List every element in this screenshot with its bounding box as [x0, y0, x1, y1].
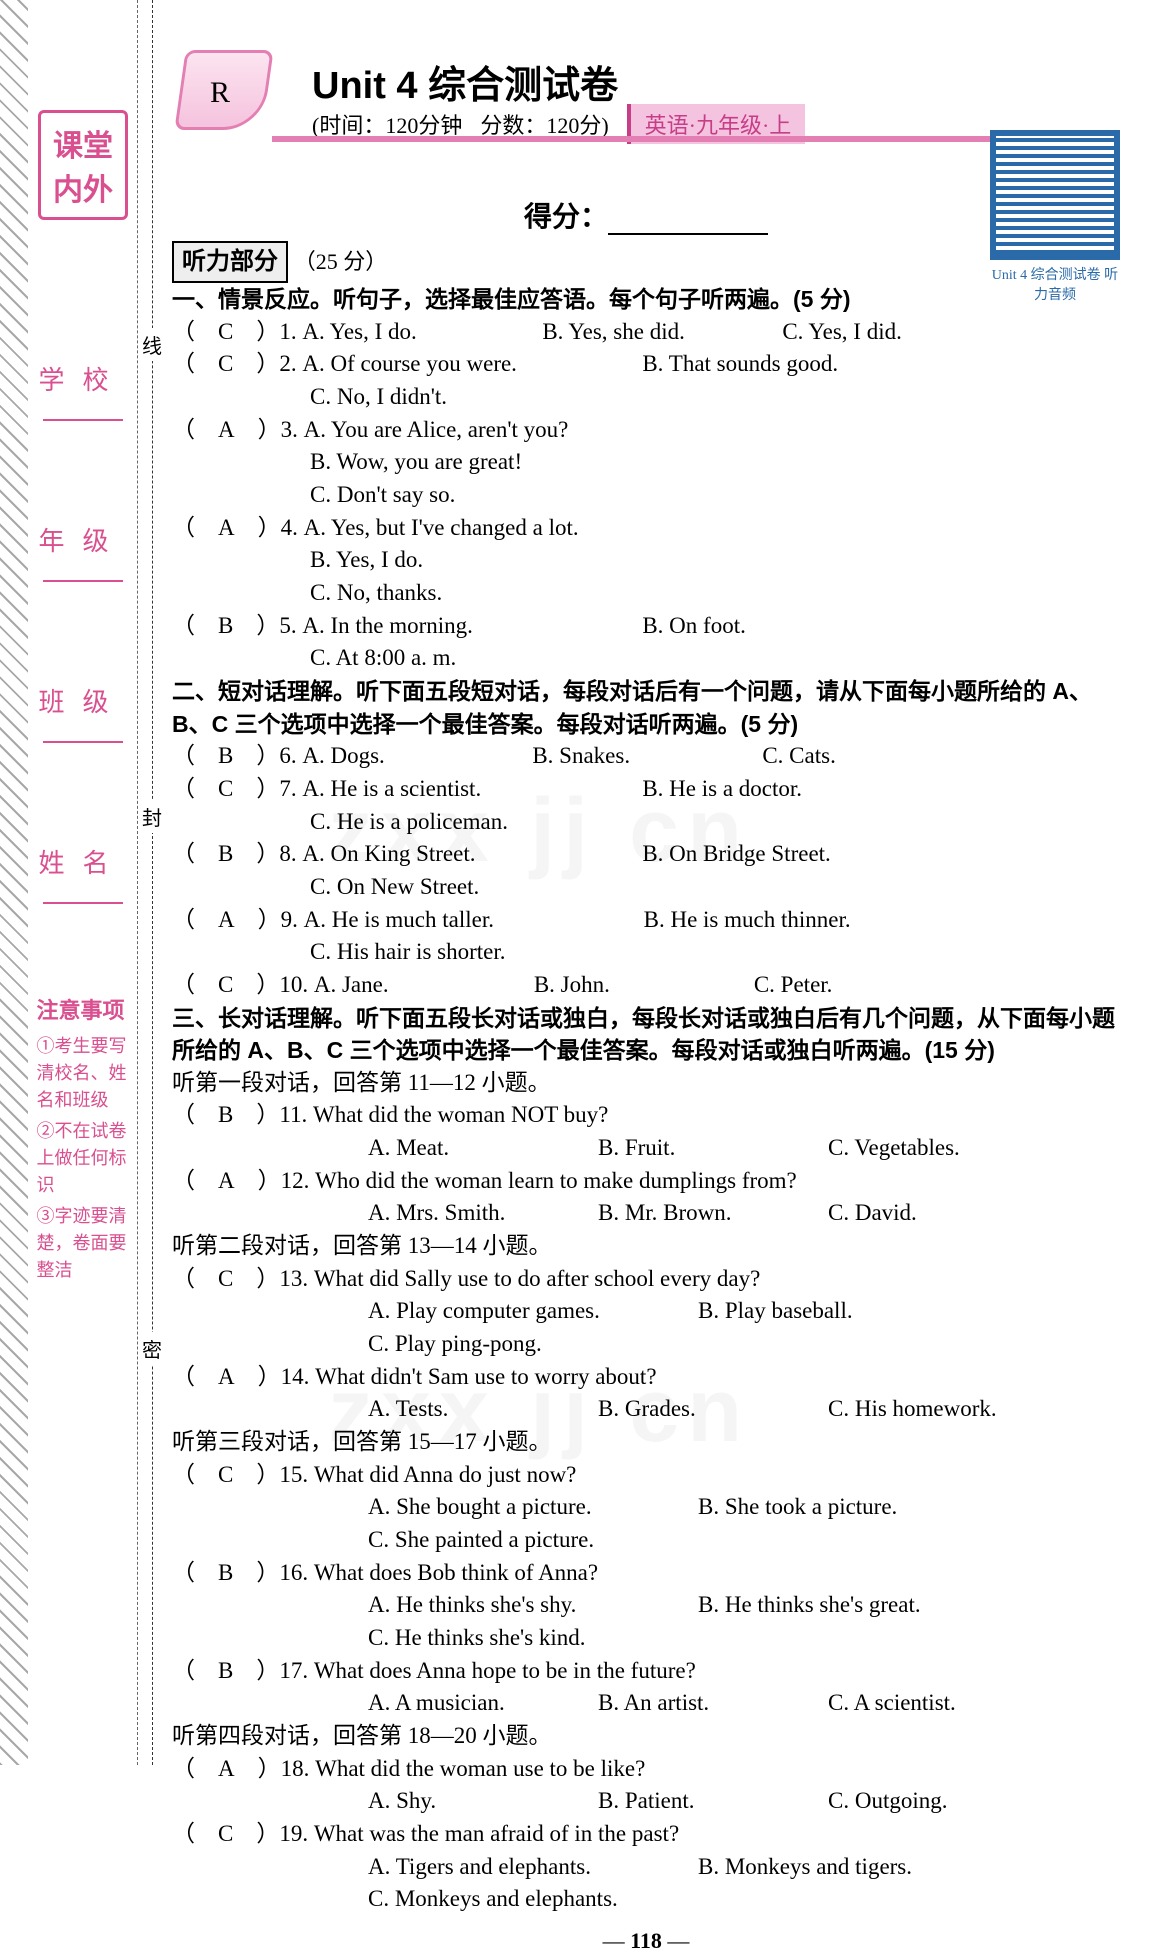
note-item: ②不在试卷上做任何标识 [37, 1118, 129, 1199]
badge-line-2: 内外 [53, 165, 113, 209]
question-1: （ C ）1. A. Yes, I do.B. Yes, she did.C. … [172, 316, 1120, 349]
main-content: R Unit 4 综合测试卷 (时间：120分钟 分数：120分) 英语·九年级… [168, 0, 1160, 1765]
dialog-1-label: 听第一段对话，回答第 11—12 小题。 [172, 1067, 1120, 1100]
field-class: 班级 [38, 682, 126, 719]
sidebar: 课堂 内外 学校 年级 班级 姓名 注意事项 ①考生要写清校名、姓名和班级 ②不… [28, 0, 138, 1765]
field-line [43, 580, 123, 582]
dialog-4-label: 听第四段对话，回答第 18—20 小题。 [172, 1720, 1120, 1753]
page-number: — 118 — [172, 1928, 1120, 1954]
field-line [43, 902, 123, 904]
question-7: （ C ）7. A. He is a scientist.B. He is a … [172, 773, 1120, 806]
question-3: （ A ）3. A. You are Alice, aren't you? [172, 414, 1120, 447]
badge-line-1: 课堂 [53, 121, 113, 165]
question-15-c: C. She painted a picture. [172, 1524, 1120, 1557]
question-13-ab: A. Play computer games.B. Play baseball. [172, 1295, 1120, 1328]
question-14-opts: A. Tests.B. Grades.C. His homework. [172, 1393, 1120, 1426]
field-line [43, 419, 123, 421]
question-12: （ A ）12. Who did the woman learn to make… [172, 1165, 1120, 1198]
sidebar-badge: 课堂 内外 [38, 110, 128, 220]
notes-heading: 注意事项 [37, 994, 129, 1027]
question-16-c: C. He thinks she's kind. [172, 1622, 1120, 1655]
field-grade: 年级 [38, 521, 126, 558]
question-5: （ B ）5. A. In the morning.B. On foot. [172, 610, 1120, 643]
question-16: （ B ）16. What does Bob think of Anna? [172, 1557, 1120, 1590]
question-13: （ C ）13. What did Sally use to do after … [172, 1263, 1120, 1296]
question-8: （ B ）8. A. On King Street.B. On Bridge S… [172, 838, 1120, 871]
seal-char: 封 [142, 800, 162, 833]
question-4-c: C. No, thanks. [172, 577, 1120, 610]
question-19-c: C. Monkeys and elephants. [172, 1883, 1120, 1916]
question-11: （ B ）11. What did the woman NOT buy? [172, 1099, 1120, 1132]
page-header: R Unit 4 综合测试卷 (时间：120分钟 分数：120分) 英语·九年级… [172, 50, 1120, 170]
question-5-c: C. At 8:00 a. m. [172, 642, 1120, 675]
question-4: （ A ）4. A. Yes, but I've changed a lot. [172, 512, 1120, 545]
listening-pts: （25 分） [294, 249, 388, 274]
section-1-instr: 一、情景反应。听句子，选择最佳应答语。每个句子听两遍。(5 分) [172, 283, 1120, 316]
header-icon: R [172, 50, 272, 140]
sidebar-notes: 注意事项 ①考生要写清校名、姓名和班级 ②不在试卷上做任何标识 ③字迹要清楚，卷… [35, 994, 131, 1288]
dialog-3-label: 听第三段对话，回答第 15—17 小题。 [172, 1426, 1120, 1459]
header-r-label: R [210, 76, 230, 110]
body: 听力部分 （25 分） 一、情景反应。听句子，选择最佳应答语。每个句子听两遍。(… [172, 241, 1120, 1916]
page-title: Unit 4 综合测试卷 [312, 54, 618, 109]
question-19: （ C ）19. What was the man afraid of in t… [172, 1818, 1120, 1851]
question-12-opts: A. Mrs. Smith.B. Mr. Brown.C. David. [172, 1197, 1120, 1230]
question-14: （ A ）14. What didn't Sam use to worry ab… [172, 1361, 1120, 1394]
question-9-c: C. His hair is shorter. [172, 936, 1120, 969]
question-18-opts: A. Shy.B. Patient.C. Outgoing. [172, 1785, 1120, 1818]
section-3-instr: 三、长对话理解。听下面五段长对话或独白，每段长对话或独白后有几个问题，从下面每小… [172, 1002, 1120, 1067]
seal-char: 密 [142, 1332, 162, 1365]
note-item: ③字迹要清楚，卷面要整洁 [37, 1203, 129, 1284]
question-11-opts: A. Meat.B. Fruit.C. Vegetables. [172, 1132, 1120, 1165]
question-3-b: B. Wow, you are great! [172, 446, 1120, 479]
note-item: ①考生要写清校名、姓名和班级 [37, 1033, 129, 1114]
question-19-ab: A. Tigers and elephants.B. Monkeys and t… [172, 1851, 1120, 1884]
score-row: 得分： [172, 195, 1120, 235]
section-2-instr: 二、短对话理解。听下面五段短对话，每段对话后有一个问题，请从下面每小题所给的 A… [172, 675, 1120, 740]
question-7-c: C. He is a policeman. [172, 806, 1120, 839]
question-13-c: C. Play ping-pong. [172, 1328, 1120, 1361]
field-name: 姓名 [38, 843, 126, 880]
question-10: （ C ）10. A. Jane.B. John.C. Peter. [172, 969, 1120, 1002]
field-line [43, 741, 123, 743]
question-4-b: B. Yes, I do. [172, 544, 1120, 577]
question-6: （ B ）6. A. Dogs.B. Snakes.C. Cats. [172, 740, 1120, 773]
decorative-border-left [0, 0, 28, 1765]
question-18: （ A ）18. What did the woman use to be li… [172, 1753, 1120, 1786]
question-15-ab: A. She bought a picture.B. She took a pi… [172, 1491, 1120, 1524]
question-17: （ B ）17. What does Anna hope to be in th… [172, 1655, 1120, 1688]
question-9: （ A ）9. A. He is much taller.B. He is mu… [172, 904, 1120, 937]
question-17-opts: A. A musician.B. An artist.C. A scientis… [172, 1687, 1120, 1720]
question-3-c: C. Don't say so. [172, 479, 1120, 512]
qr-caption: Unit 4 综合测试卷 听力音频 [990, 264, 1120, 304]
field-school: 学校 [38, 360, 126, 397]
question-2: （ C ）2. A. Of course you were.B. That so… [172, 348, 1120, 381]
score-blank [608, 233, 768, 235]
dialog-2-label: 听第二段对话，回答第 13—14 小题。 [172, 1230, 1120, 1263]
question-2-c: C. No, I didn't. [172, 381, 1120, 414]
seal-dashed-line [152, 0, 153, 1765]
seal-char: 线 [142, 328, 162, 361]
score-field-label: 得分： [524, 201, 608, 232]
listening-label: 听力部分 [172, 241, 288, 283]
question-16-ab: A. He thinks she's shy.B. He thinks she'… [172, 1589, 1120, 1622]
question-8-c: C. On New Street. [172, 871, 1120, 904]
seal-line-column: 线 封 密 [138, 0, 168, 1765]
question-15: （ C ）15. What did Anna do just now? [172, 1459, 1120, 1492]
